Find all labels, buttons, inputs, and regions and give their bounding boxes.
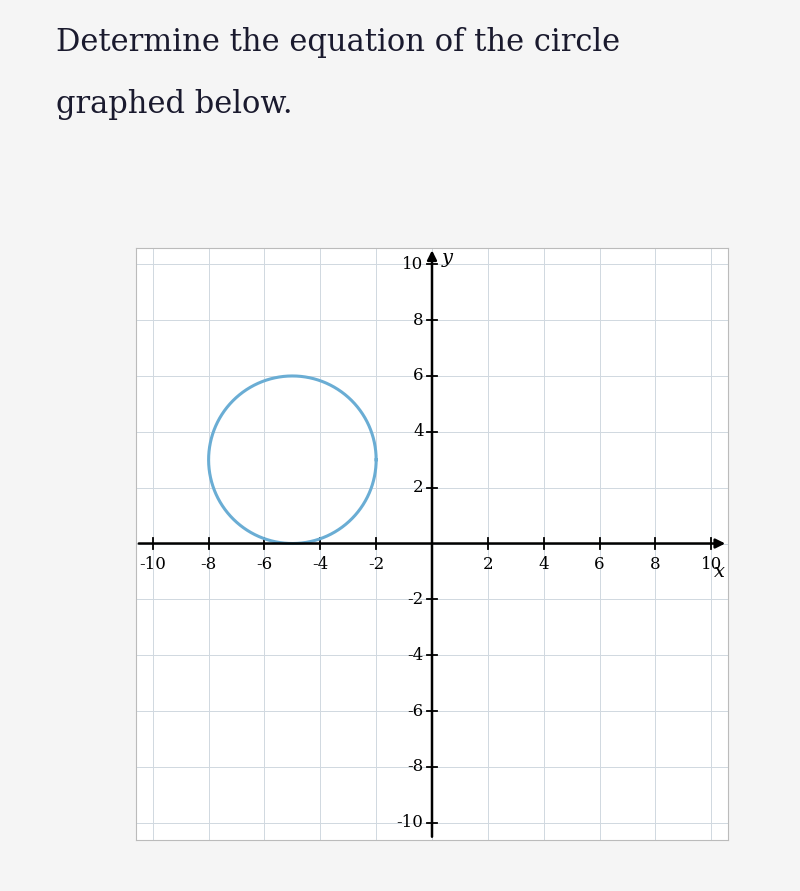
Text: -4: -4 xyxy=(407,647,424,664)
Text: 6: 6 xyxy=(594,556,605,573)
Text: 2: 2 xyxy=(482,556,493,573)
Text: -8: -8 xyxy=(407,758,424,775)
Text: graphed below.: graphed below. xyxy=(56,89,293,120)
Text: 8: 8 xyxy=(650,556,661,573)
Text: Determine the equation of the circle: Determine the equation of the circle xyxy=(56,27,620,58)
Text: y: y xyxy=(442,249,453,267)
Text: 4: 4 xyxy=(538,556,549,573)
Text: -10: -10 xyxy=(139,556,166,573)
Text: x: x xyxy=(714,563,726,581)
Text: -6: -6 xyxy=(256,556,273,573)
Text: -4: -4 xyxy=(312,556,329,573)
Text: 10: 10 xyxy=(402,256,424,273)
Text: 2: 2 xyxy=(413,479,424,496)
Text: -2: -2 xyxy=(407,591,424,608)
Text: -6: -6 xyxy=(407,703,424,720)
Text: 8: 8 xyxy=(413,312,424,329)
Text: -2: -2 xyxy=(368,556,384,573)
Text: -10: -10 xyxy=(397,814,424,831)
Text: -8: -8 xyxy=(201,556,217,573)
Text: 10: 10 xyxy=(701,556,722,573)
Text: 4: 4 xyxy=(413,423,424,440)
Text: 6: 6 xyxy=(413,367,424,384)
